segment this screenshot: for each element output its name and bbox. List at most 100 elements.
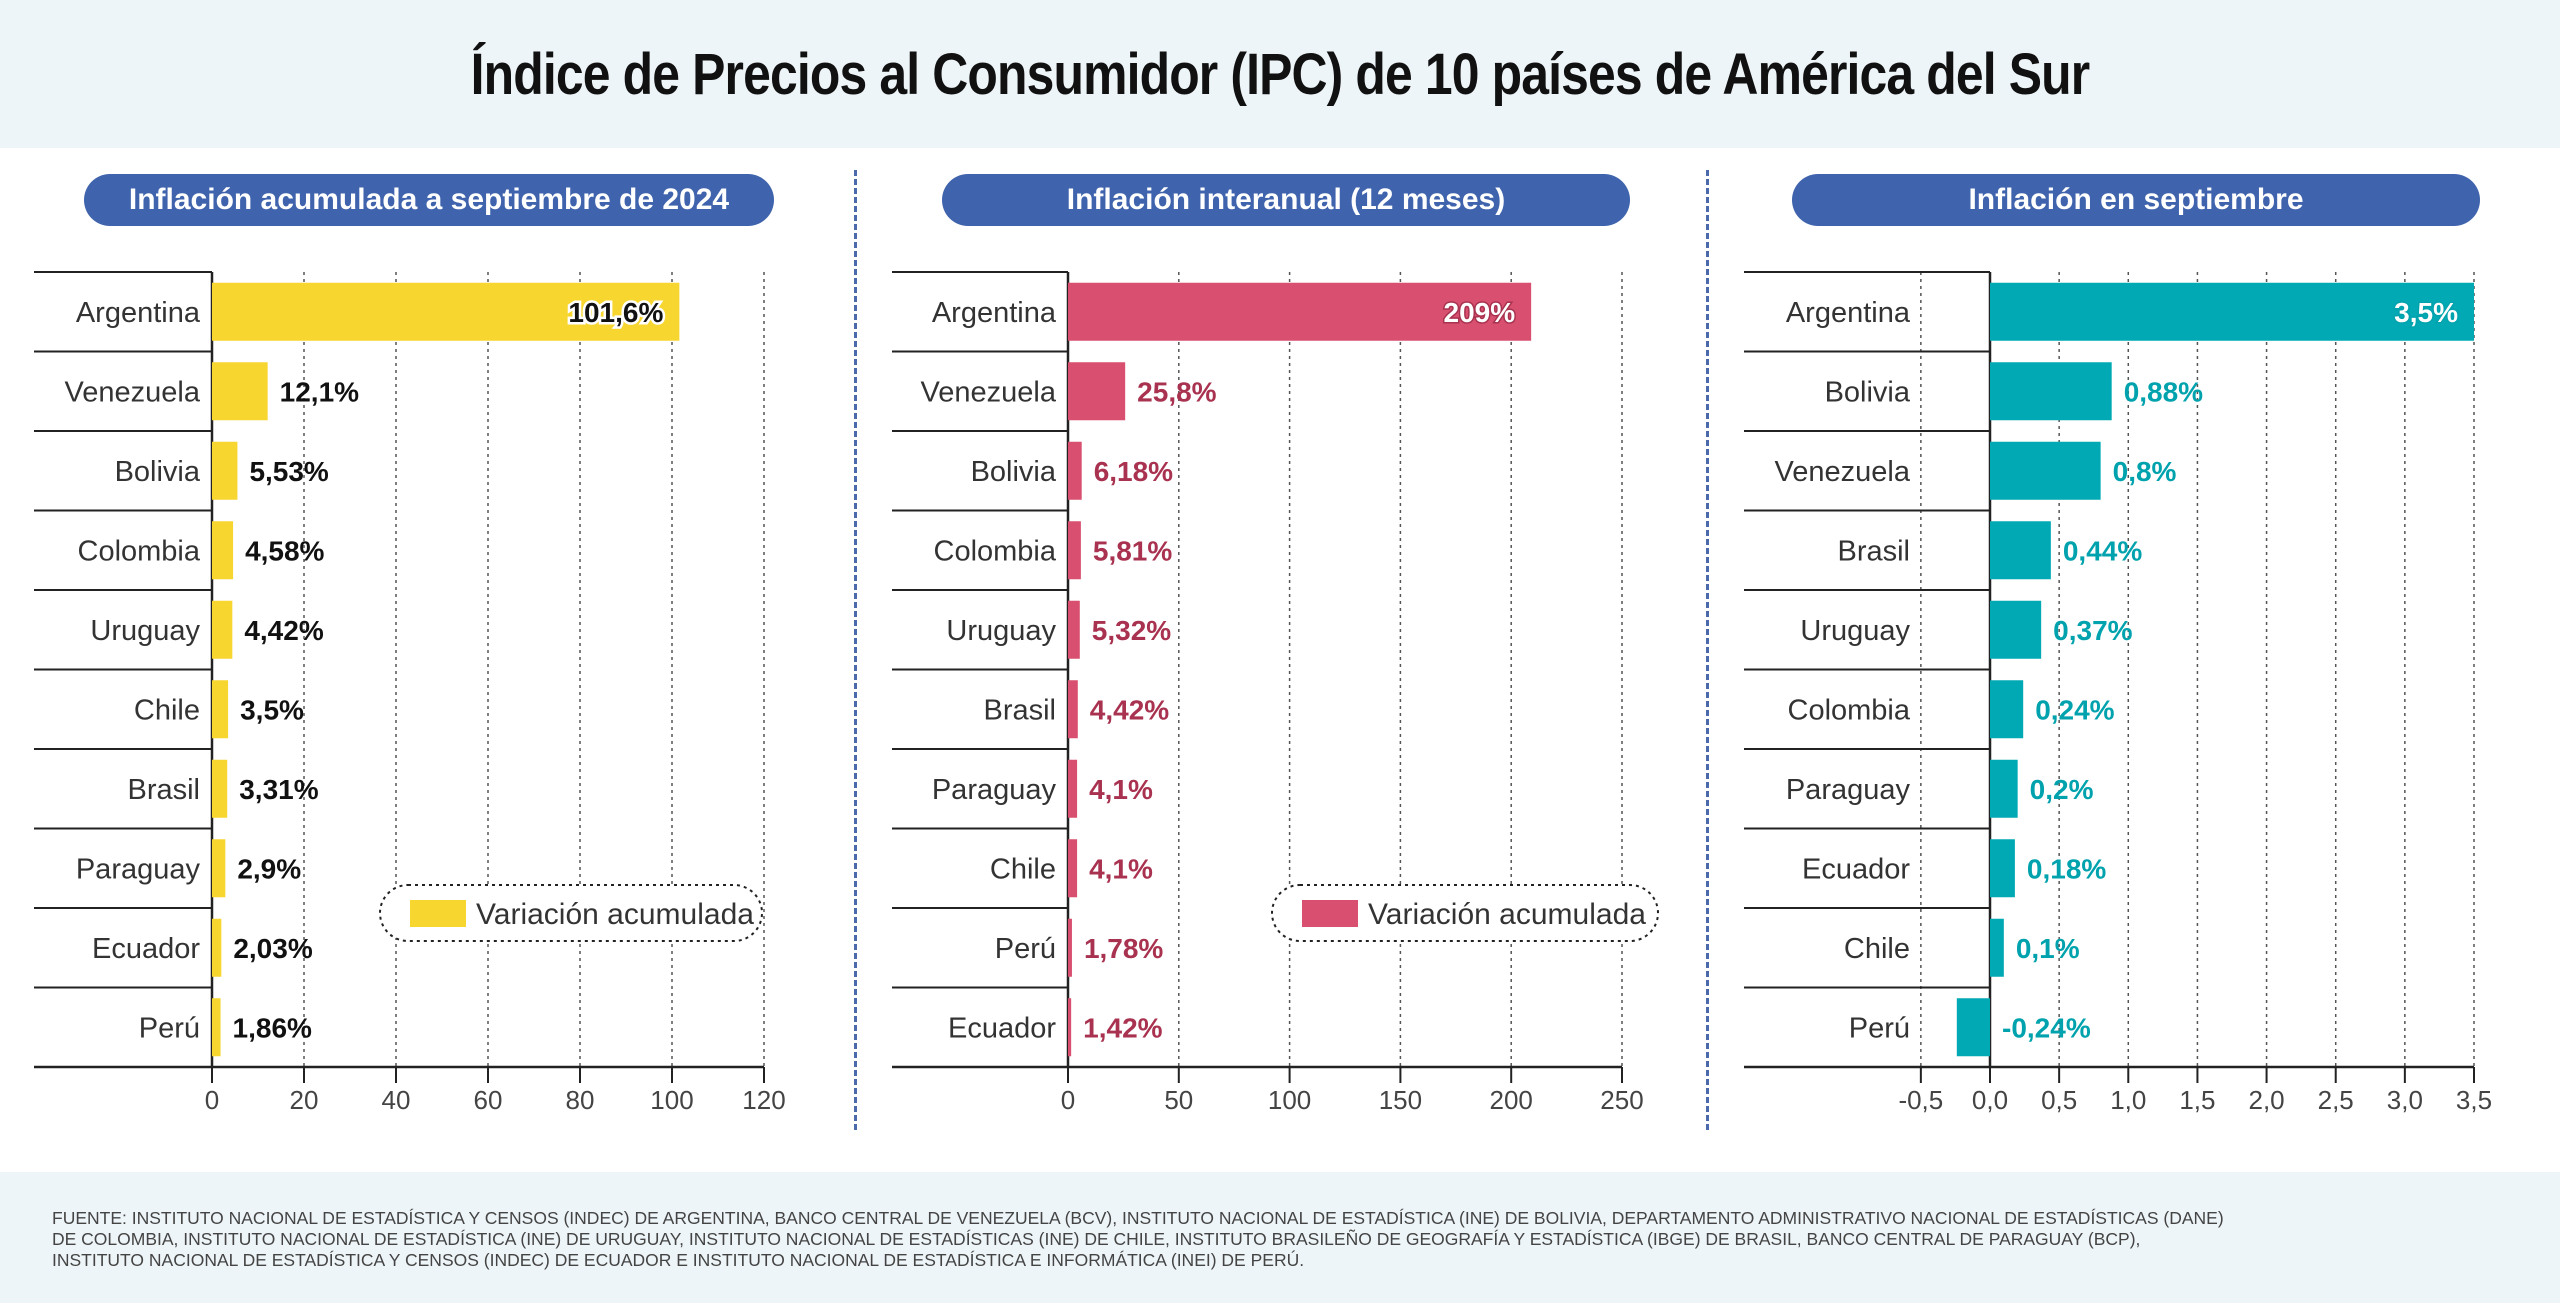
x-tick-label: 0 <box>205 1085 219 1115</box>
bar <box>1068 839 1078 898</box>
bar <box>1068 282 1532 341</box>
x-tick-label: -0,5 <box>1898 1085 1943 1115</box>
divider-right <box>1706 170 1709 1130</box>
header-band: Índice de Precios al Consumidor (IPC) de… <box>0 0 2560 148</box>
bar <box>1990 600 2042 659</box>
bar <box>1068 441 1082 500</box>
bar <box>212 759 228 818</box>
legend-box <box>1271 884 1659 942</box>
category-label: Paraguay <box>76 853 201 885</box>
bar <box>1990 918 2004 977</box>
chart-2-title: Inflación interanual (12 meses) <box>942 174 1630 226</box>
category-label: Argentina <box>1786 297 1911 329</box>
bar <box>212 918 222 977</box>
bar <box>1990 441 2101 500</box>
x-tick-label: 100 <box>1268 1085 1311 1115</box>
value-label: 0,44% <box>2063 535 2142 566</box>
category-label: Brasil <box>127 774 200 806</box>
legend-swatch <box>1302 900 1358 927</box>
category-label: Chile <box>1844 933 1910 965</box>
source-note: FUENTE: INSTITUTO NACIONAL DE ESTADÍSTIC… <box>52 1208 2224 1270</box>
legend-box <box>379 884 763 942</box>
x-tick-label: 3,5 <box>2456 1085 2492 1115</box>
value-label: 4,1% <box>1089 774 1153 805</box>
category-label: Argentina <box>932 297 1057 329</box>
value-label: 3,5% <box>240 694 304 725</box>
value-label: 0,37% <box>2053 615 2132 646</box>
value-label: 0,8% <box>2113 456 2177 487</box>
category-label: Argentina <box>76 297 201 329</box>
bar <box>1990 362 2112 421</box>
chart-2: 0 50 100 150 200 250 Argentina 209% Venezuela 25,… <box>892 271 1659 1115</box>
x-tick-label: 40 <box>382 1085 411 1115</box>
x-tick-label: 150 <box>1379 1085 1422 1115</box>
value-label: 5,32% <box>1092 615 1171 646</box>
bar <box>212 362 268 421</box>
value-label: 1,86% <box>233 1012 312 1043</box>
category-label: Paraguay <box>932 774 1057 806</box>
value-label: 5,53% <box>249 456 328 487</box>
value-label: 3,5% <box>2394 297 2458 328</box>
category-label: Bolivia <box>971 456 1057 488</box>
bar <box>1068 362 1126 421</box>
x-tick-label: 1,0 <box>2110 1085 2146 1115</box>
category-label: Uruguay <box>1800 615 1910 647</box>
category-label: Ecuador <box>92 933 200 965</box>
legend-label: Variación acumulada <box>1368 898 1646 931</box>
x-tick-label: 0,5 <box>2041 1085 2077 1115</box>
x-tick-label: 0,0 <box>1972 1085 2008 1115</box>
value-label: 3,31% <box>239 774 318 805</box>
bar <box>1068 680 1078 739</box>
footer-band: FUENTE: INSTITUTO NACIONAL DE ESTADÍSTIC… <box>0 1172 2560 1303</box>
value-label: 1,42% <box>1083 1012 1162 1043</box>
x-tick-label: 2,0 <box>2248 1085 2284 1115</box>
bar <box>1990 282 2474 341</box>
category-label: Ecuador <box>948 1012 1056 1044</box>
value-label: 2,03% <box>233 933 312 964</box>
bar <box>1068 998 1072 1057</box>
category-label: Ecuador <box>1802 853 1910 885</box>
chart-3: -0,5 0,0 0,5 1,0 1,5 2,0 2,5 3,0 3,5 Argentina 3,5… <box>1744 271 2492 1115</box>
category-label: Brasil <box>1837 535 1910 567</box>
category-label: Chile <box>134 694 200 726</box>
chart-1-title: Inflación acumulada a septiembre de 2024 <box>84 174 774 226</box>
category-label: Colombia <box>78 535 201 567</box>
value-label: 1,78% <box>1084 933 1163 964</box>
bar <box>212 521 234 580</box>
x-tick-label: 20 <box>290 1085 319 1115</box>
bar <box>1068 918 1072 977</box>
chart-1: 0 20 40 60 80 100 120 Argentina 101,6% Venezuela 1… <box>34 271 786 1115</box>
bar <box>1068 521 1081 580</box>
x-tick-label: 80 <box>566 1085 595 1115</box>
bar <box>1956 998 1990 1057</box>
category-label: Chile <box>990 853 1056 885</box>
divider-left <box>854 170 857 1130</box>
value-label: 0,1% <box>2016 933 2080 964</box>
value-label: 2,9% <box>237 853 301 884</box>
value-label: 4,42% <box>244 615 323 646</box>
value-label: 4,58% <box>245 535 324 566</box>
value-label: 6,18% <box>1094 456 1173 487</box>
legend-swatch <box>410 900 466 927</box>
bar <box>1990 839 2015 898</box>
value-label: 0,2% <box>2030 774 2094 805</box>
chart-3-title: Inflación en septiembre <box>1792 174 2480 226</box>
category-label: Colombia <box>1788 694 1911 726</box>
value-label: 0,24% <box>2035 694 2114 725</box>
bar <box>212 680 229 739</box>
value-label: 0,88% <box>2124 376 2203 407</box>
category-label: Perú <box>139 1012 200 1044</box>
bar <box>212 600 233 659</box>
bar <box>1068 600 1080 659</box>
value-label: 4,1% <box>1089 853 1153 884</box>
category-label: Colombia <box>934 535 1057 567</box>
value-label: 101,6% <box>568 297 663 328</box>
category-label: Venezuela <box>1775 456 1911 488</box>
x-tick-label: 0 <box>1061 1085 1075 1115</box>
x-tick-label: 3,0 <box>2387 1085 2423 1115</box>
bar <box>1068 759 1078 818</box>
category-label: Perú <box>995 933 1056 965</box>
x-tick-label: 60 <box>474 1085 503 1115</box>
value-label: 4,42% <box>1090 694 1169 725</box>
x-tick-label: 50 <box>1164 1085 1193 1115</box>
